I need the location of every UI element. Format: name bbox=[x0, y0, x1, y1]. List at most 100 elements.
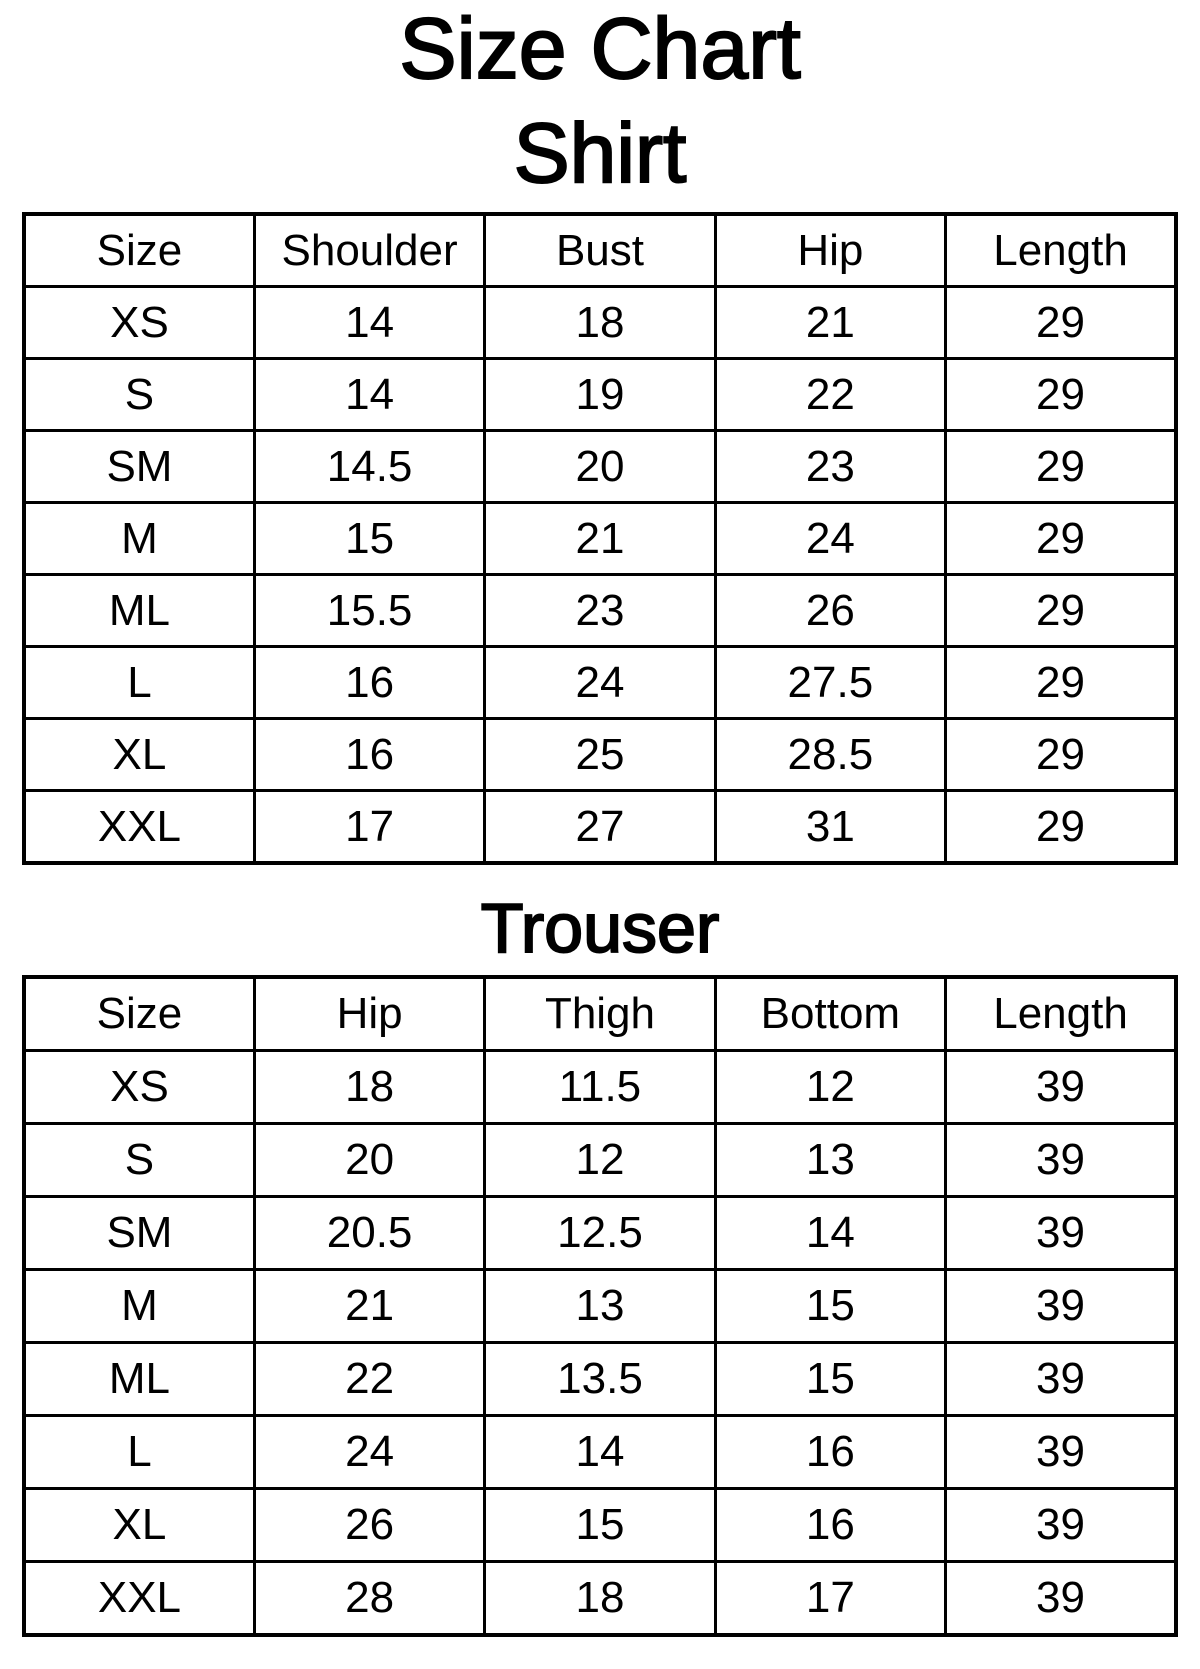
table-row: XL 26 15 16 39 bbox=[22, 1487, 1178, 1563]
trouser-section: Trouser Size Hip Thigh Bottom Length XS … bbox=[0, 889, 1200, 1637]
column-header-shoulder: Shoulder bbox=[252, 212, 487, 288]
value-cell: 18 bbox=[483, 1560, 717, 1637]
table-row: XL 16 25 28.5 29 bbox=[22, 717, 1178, 792]
value-cell: 14.5 bbox=[252, 429, 487, 504]
value-cell: 29 bbox=[944, 501, 1178, 576]
column-header-bust: Bust bbox=[483, 212, 717, 288]
table-header-row: Size Hip Thigh Bottom Length bbox=[22, 975, 1178, 1052]
value-cell: 29 bbox=[944, 573, 1178, 648]
value-cell: 26 bbox=[713, 573, 948, 648]
size-cell: XS bbox=[22, 1049, 256, 1125]
value-cell: 25 bbox=[483, 717, 717, 792]
size-cell: S bbox=[22, 357, 256, 432]
value-cell: 23 bbox=[483, 573, 717, 648]
table-row: SM 20.5 12.5 14 39 bbox=[22, 1195, 1178, 1271]
value-cell: 39 bbox=[944, 1049, 1178, 1125]
value-cell: 22 bbox=[713, 357, 948, 432]
table-row: S 14 19 22 29 bbox=[22, 357, 1178, 432]
value-cell: 14 bbox=[252, 357, 487, 432]
value-cell: 28 bbox=[252, 1560, 487, 1637]
value-cell: 11.5 bbox=[483, 1049, 717, 1125]
value-cell: 16 bbox=[252, 717, 487, 792]
value-cell: 13.5 bbox=[483, 1341, 717, 1417]
size-cell: XL bbox=[22, 717, 256, 792]
page-title: Size Chart bbox=[398, 1, 802, 97]
value-cell: 12 bbox=[713, 1049, 948, 1125]
value-cell: 15 bbox=[483, 1487, 717, 1563]
value-cell: 21 bbox=[713, 285, 948, 360]
trouser-size-table: Size Hip Thigh Bottom Length XS 18 11.5 … bbox=[22, 975, 1178, 1637]
size-cell: M bbox=[22, 1268, 256, 1344]
value-cell: 20.5 bbox=[252, 1195, 487, 1271]
size-cell: L bbox=[22, 645, 256, 720]
value-cell: 20 bbox=[483, 429, 717, 504]
value-cell: 13 bbox=[713, 1122, 948, 1198]
table-row: XXL 17 27 31 29 bbox=[22, 789, 1178, 865]
shirt-section: Shirt Size Shoulder Bust Hip Length XS 1… bbox=[0, 106, 1200, 865]
size-cell: M bbox=[22, 501, 256, 576]
column-header-size: Size bbox=[22, 975, 256, 1052]
value-cell: 18 bbox=[252, 1049, 487, 1125]
value-cell: 17 bbox=[713, 1560, 948, 1637]
column-header-hip: Hip bbox=[252, 975, 487, 1052]
value-cell: 24 bbox=[252, 1414, 487, 1490]
value-cell: 13 bbox=[483, 1268, 717, 1344]
table-row: M 15 21 24 29 bbox=[22, 501, 1178, 576]
value-cell: 39 bbox=[944, 1414, 1178, 1490]
value-cell: 29 bbox=[944, 285, 1178, 360]
value-cell: 21 bbox=[483, 501, 717, 576]
value-cell: 19 bbox=[483, 357, 717, 432]
value-cell: 24 bbox=[713, 501, 948, 576]
value-cell: 29 bbox=[944, 429, 1178, 504]
table-row: XS 18 11.5 12 39 bbox=[22, 1049, 1178, 1125]
value-cell: 31 bbox=[713, 789, 948, 865]
value-cell: 29 bbox=[944, 357, 1178, 432]
table-header-row: Size Shoulder Bust Hip Length bbox=[22, 212, 1178, 288]
value-cell: 12 bbox=[483, 1122, 717, 1198]
value-cell: 39 bbox=[944, 1122, 1178, 1198]
value-cell: 17 bbox=[252, 789, 487, 865]
trouser-section-title: Trouser bbox=[480, 889, 721, 967]
value-cell: 22 bbox=[252, 1341, 487, 1417]
value-cell: 39 bbox=[944, 1487, 1178, 1563]
column-header-thigh: Thigh bbox=[483, 975, 717, 1052]
value-cell: 14 bbox=[483, 1414, 717, 1490]
value-cell: 28.5 bbox=[713, 717, 948, 792]
value-cell: 15 bbox=[252, 501, 487, 576]
value-cell: 39 bbox=[944, 1341, 1178, 1417]
size-cell: L bbox=[22, 1414, 256, 1490]
size-cell: XS bbox=[22, 285, 256, 360]
value-cell: 14 bbox=[252, 285, 487, 360]
size-cell: SM bbox=[22, 429, 256, 504]
value-cell: 26 bbox=[252, 1487, 487, 1563]
value-cell: 27.5 bbox=[713, 645, 948, 720]
table-row: M 21 13 15 39 bbox=[22, 1268, 1178, 1344]
value-cell: 16 bbox=[713, 1487, 948, 1563]
table-row: XS 14 18 21 29 bbox=[22, 285, 1178, 360]
shirt-section-title: Shirt bbox=[513, 106, 688, 200]
value-cell: 12.5 bbox=[483, 1195, 717, 1271]
value-cell: 29 bbox=[944, 789, 1178, 865]
table-row: L 24 14 16 39 bbox=[22, 1414, 1178, 1490]
column-header-hip: Hip bbox=[713, 212, 948, 288]
value-cell: 14 bbox=[713, 1195, 948, 1271]
size-cell: S bbox=[22, 1122, 256, 1198]
value-cell: 16 bbox=[252, 645, 487, 720]
table-row: SM 14.5 20 23 29 bbox=[22, 429, 1178, 504]
table-row: S 20 12 13 39 bbox=[22, 1122, 1178, 1198]
value-cell: 21 bbox=[252, 1268, 487, 1344]
value-cell: 27 bbox=[483, 789, 717, 865]
column-header-length: Length bbox=[944, 975, 1178, 1052]
size-cell: ML bbox=[22, 573, 256, 648]
shirt-size-table: Size Shoulder Bust Hip Length XS 14 18 2… bbox=[22, 212, 1178, 865]
value-cell: 15 bbox=[713, 1268, 948, 1344]
value-cell: 15 bbox=[713, 1341, 948, 1417]
value-cell: 39 bbox=[944, 1195, 1178, 1271]
value-cell: 18 bbox=[483, 285, 717, 360]
value-cell: 20 bbox=[252, 1122, 487, 1198]
value-cell: 39 bbox=[944, 1268, 1178, 1344]
value-cell: 24 bbox=[483, 645, 717, 720]
table-row: L 16 24 27.5 29 bbox=[22, 645, 1178, 720]
column-header-bottom: Bottom bbox=[713, 975, 948, 1052]
